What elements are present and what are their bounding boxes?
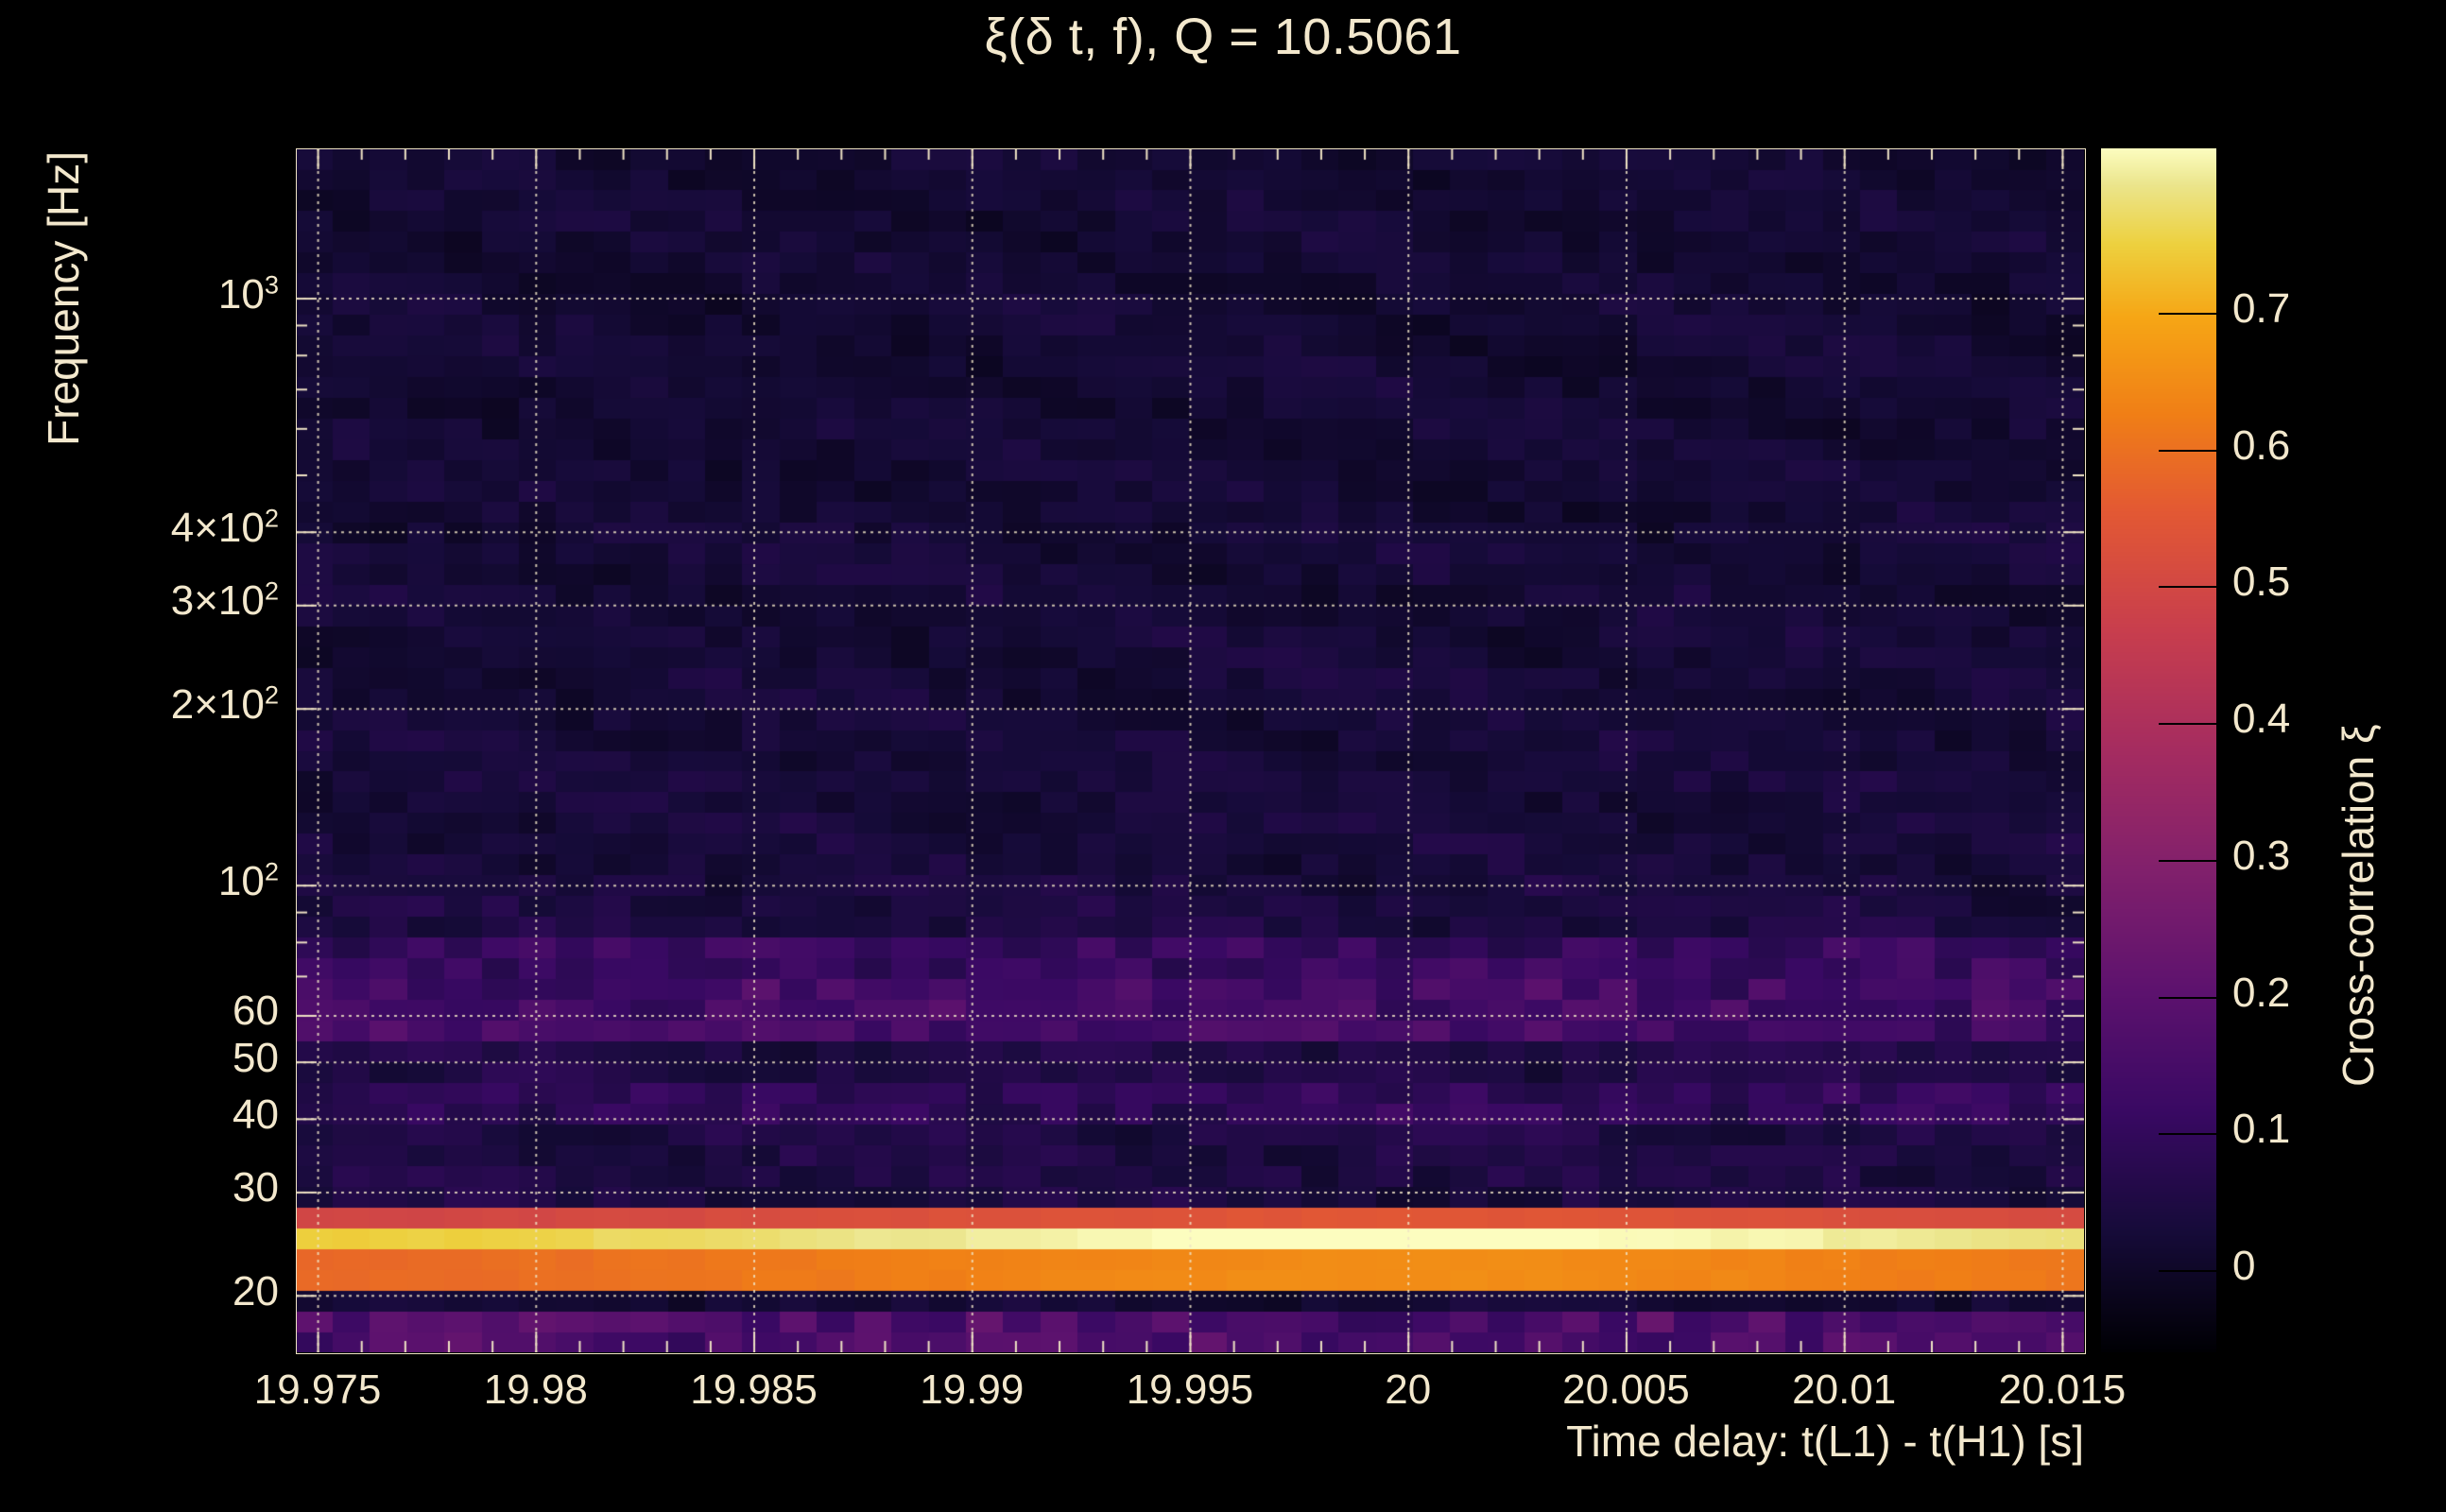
- y-tick-100: 102: [217, 856, 279, 904]
- y-tick-200: 2×102: [170, 679, 279, 728]
- colorbar-tick-mark-0.6: [2159, 449, 2216, 452]
- x-tick-19.985: 19.985: [690, 1366, 818, 1413]
- x-tick-20.015: 20.015: [1998, 1366, 2127, 1413]
- x-tick-20.01: 20.01: [1792, 1366, 1897, 1413]
- heatmap-image: [296, 148, 2084, 1352]
- colorbar-tick-0.6: 0.6: [2232, 421, 2291, 469]
- plot-title: ξ(δ t, f), Q = 10.5061: [984, 9, 1462, 65]
- y-tick-40: 40: [233, 1091, 279, 1138]
- heatmap-plot-area[interactable]: [296, 148, 2084, 1352]
- x-tick-20: 20: [1385, 1366, 1432, 1413]
- colorbar-title: Cross-correlation ξ: [2334, 724, 2383, 1087]
- x-tick-19.98: 19.98: [483, 1366, 588, 1413]
- y-tick-50: 50: [233, 1034, 279, 1081]
- y-tick-300: 3×102: [170, 576, 279, 625]
- colorbar-tick-mark-0.3: [2159, 859, 2216, 862]
- colorbar-tick-mark-0.4: [2159, 723, 2216, 726]
- colorbar-tick-0.7: 0.7: [2232, 284, 2291, 332]
- y-axis-title: Frequency [Hz]: [39, 151, 88, 446]
- colorbar-tick-0.3: 0.3: [2232, 832, 2291, 879]
- x-tick-19.99: 19.99: [920, 1366, 1025, 1413]
- x-tick-20.005: 20.005: [1562, 1366, 1690, 1413]
- colorbar-tick-0.2: 0.2: [2232, 969, 2291, 1016]
- colorbar-tick-mark-0.2: [2159, 996, 2216, 999]
- x-tick-19.995: 19.995: [1126, 1366, 1254, 1413]
- colorbar-tick-mark-0.7: [2159, 312, 2216, 315]
- y-tick-400: 4×102: [170, 503, 279, 551]
- x-axis-title: Time delay: t(L1) - t(H1) [s]: [1566, 1417, 2084, 1466]
- x-tick-19.975: 19.975: [253, 1366, 382, 1413]
- colorbar-tick-0.4: 0.4: [2232, 696, 2291, 743]
- colorbar[interactable]: [2101, 148, 2216, 1352]
- y-tick-1000: 103: [217, 268, 279, 318]
- colorbar-tick-mark-0: [2159, 1270, 2216, 1273]
- y-tick-60: 60: [233, 988, 279, 1035]
- colorbar-tick-mark-0.1: [2159, 1133, 2216, 1136]
- colorbar-tick-0.5: 0.5: [2232, 558, 2291, 606]
- colorbar-tick-0.1: 0.1: [2232, 1106, 2291, 1153]
- colorbar-tick-0: 0: [2232, 1243, 2256, 1290]
- colorbar-tick-mark-0.5: [2159, 586, 2216, 589]
- colorbar-gradient: [2101, 148, 2216, 1352]
- y-tick-20: 20: [233, 1267, 279, 1314]
- y-tick-30: 30: [233, 1164, 279, 1211]
